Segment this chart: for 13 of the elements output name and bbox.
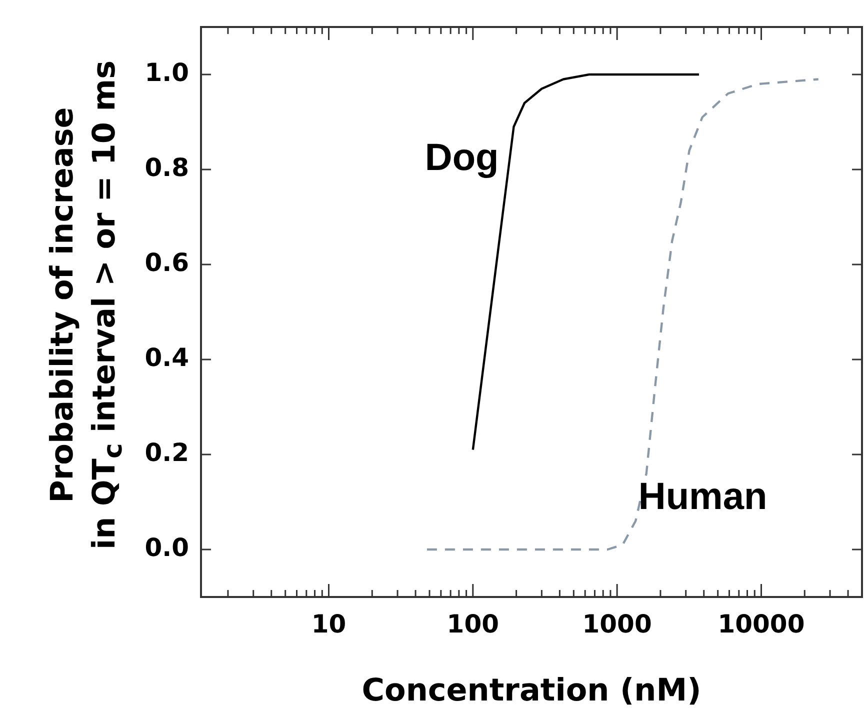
y-tick-label: 0.2: [144, 438, 189, 467]
x-tick-label: 1000: [582, 610, 652, 638]
series-label: Dog: [424, 137, 499, 180]
x-tick-label: 100: [446, 610, 499, 638]
x-axis-title: Concentration (nM): [362, 672, 702, 708]
y-tick-label: 0.8: [144, 153, 189, 182]
x-tick-label: 10: [311, 610, 346, 638]
x-tick-label: 10000: [718, 610, 805, 638]
y-tick-label: 1.0: [144, 58, 189, 87]
y-tick-label: 0.6: [144, 248, 189, 277]
y-tick-label: 0.4: [144, 343, 189, 372]
series-label: Human: [638, 476, 768, 518]
y-tick-label: 0.0: [144, 533, 189, 562]
